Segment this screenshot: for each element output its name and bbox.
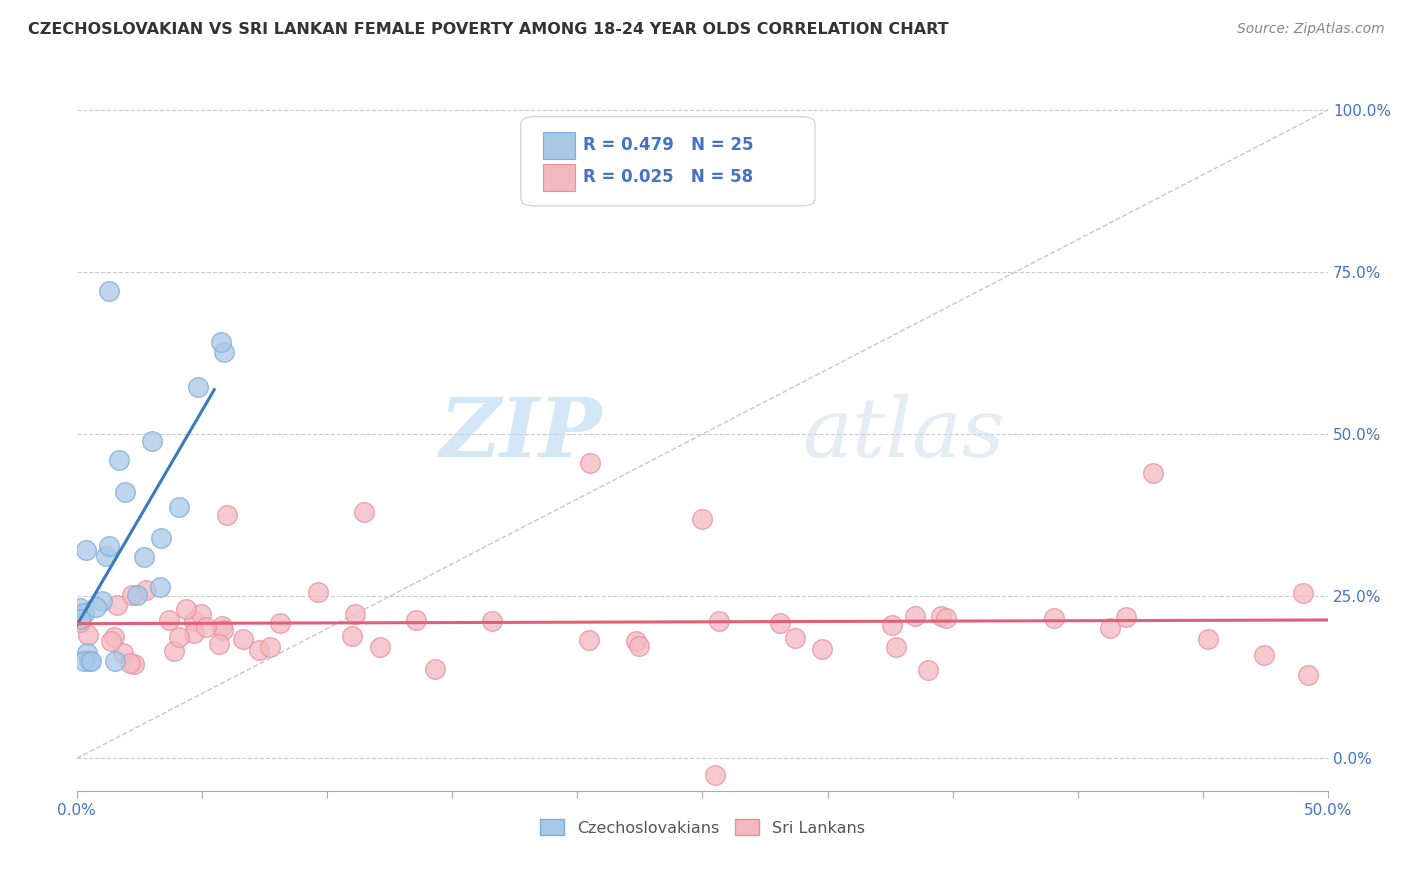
Point	[105, 598, 128, 612]
Point	[98, 539, 121, 553]
Point	[183, 614, 205, 628]
Point	[259, 640, 281, 654]
Point	[114, 485, 136, 500]
Point	[69, 615, 91, 630]
FancyBboxPatch shape	[543, 132, 575, 159]
Point	[141, 434, 163, 448]
Point	[183, 625, 205, 640]
Point	[100, 633, 122, 648]
Point	[125, 588, 148, 602]
Point	[75, 542, 97, 557]
FancyBboxPatch shape	[543, 164, 575, 191]
Point	[69, 601, 91, 615]
Point	[174, 602, 197, 616]
Point	[73, 607, 96, 621]
Point	[783, 631, 806, 645]
Point	[340, 629, 363, 643]
Point	[212, 345, 235, 359]
Text: atlas: atlas	[803, 394, 1005, 475]
Point	[209, 334, 232, 349]
Point	[405, 613, 427, 627]
Point	[425, 663, 447, 677]
Point	[134, 550, 156, 565]
Point	[112, 646, 135, 660]
Point	[84, 599, 107, 614]
Text: R = 0.479   N = 25: R = 0.479 N = 25	[583, 136, 754, 154]
Point	[103, 630, 125, 644]
Point	[1142, 466, 1164, 480]
Point	[481, 614, 503, 628]
Point	[1115, 610, 1137, 624]
Text: ZIP: ZIP	[440, 394, 602, 475]
Point	[811, 641, 834, 656]
Point	[343, 607, 366, 621]
Point	[211, 623, 233, 637]
Point	[917, 663, 939, 677]
Point	[211, 619, 233, 633]
Point	[368, 640, 391, 654]
Point	[208, 637, 231, 651]
Point	[578, 633, 600, 648]
Point	[353, 505, 375, 519]
Point	[187, 379, 209, 393]
Point	[122, 657, 145, 671]
Point	[215, 508, 238, 523]
Point	[247, 643, 270, 657]
Point	[76, 628, 98, 642]
Point	[1296, 667, 1319, 681]
Point	[98, 285, 121, 299]
Point	[935, 611, 957, 625]
Point	[94, 549, 117, 563]
Point	[626, 633, 648, 648]
Point	[120, 657, 142, 671]
Point	[104, 654, 127, 668]
Point	[578, 456, 600, 470]
Point	[307, 585, 329, 599]
Legend: Czechoslovakians, Sri Lankans: Czechoslovakians, Sri Lankans	[531, 811, 873, 844]
Point	[1292, 586, 1315, 600]
Point	[1197, 632, 1219, 646]
Point	[163, 644, 186, 658]
Point	[880, 618, 903, 632]
Point	[232, 632, 254, 647]
Text: Source: ZipAtlas.com: Source: ZipAtlas.com	[1237, 22, 1385, 37]
Point	[121, 588, 143, 602]
Point	[149, 580, 172, 594]
Point	[269, 616, 291, 631]
Point	[692, 511, 714, 525]
Point	[167, 500, 190, 514]
Point	[149, 531, 172, 545]
Point	[769, 615, 792, 630]
Point	[904, 608, 927, 623]
Point	[709, 615, 731, 629]
Text: CZECHOSLOVAKIAN VS SRI LANKAN FEMALE POVERTY AMONG 18-24 YEAR OLDS CORRELATION C: CZECHOSLOVAKIAN VS SRI LANKAN FEMALE POV…	[28, 22, 949, 37]
Point	[135, 583, 157, 598]
Point	[69, 612, 91, 626]
Point	[157, 613, 180, 627]
Point	[108, 453, 131, 467]
Point	[628, 639, 651, 653]
Point	[929, 609, 952, 624]
Point	[1098, 621, 1121, 635]
Point	[190, 607, 212, 622]
Point	[76, 646, 98, 660]
Point	[169, 631, 191, 645]
Point	[884, 640, 907, 654]
Point	[90, 593, 112, 607]
Point	[194, 620, 217, 634]
Point	[77, 654, 100, 668]
Point	[80, 654, 103, 668]
Point	[703, 768, 725, 782]
FancyBboxPatch shape	[520, 117, 815, 206]
Text: R = 0.025   N = 58: R = 0.025 N = 58	[583, 169, 754, 186]
Point	[73, 654, 96, 668]
Point	[1043, 611, 1066, 625]
Point	[73, 606, 96, 620]
Point	[1253, 648, 1275, 662]
